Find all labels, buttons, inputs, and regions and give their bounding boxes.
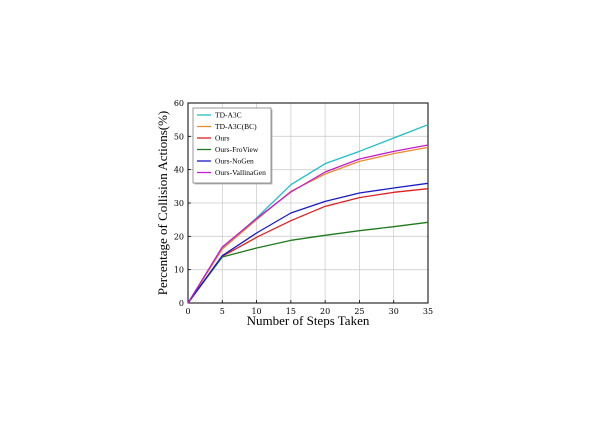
x-tick-label: 5 [220,307,225,316]
grid-lines [187,102,429,304]
y-tick-label: 40 [174,166,184,175]
legend-label-td-a3c-bc: TD-A3C(BC) [215,122,257,131]
x-axis-label: Number of Steps Taken [247,313,370,328]
y-tick-label: 50 [174,132,184,141]
legend-box [192,107,272,184]
series-line-ours-vallinagen [187,144,429,304]
series-line-ours [187,188,429,304]
y-tick-label: 30 [174,199,184,208]
x-tick-label: 30 [389,307,399,316]
legend-label-ours-nogen: Ours-NoGen [215,157,254,166]
x-tick-label: 20 [320,307,330,316]
y-axis-label: Percentage of Collision Actions(%) [155,111,170,296]
legend-label-ours-vallinagen: Ours-VallinaGen [215,168,266,177]
y-tick-label: 20 [174,232,184,241]
x-tick-label: 15 [286,307,296,316]
x-axis-ticks: 0 5 10 15 20 25 30 35 [185,300,433,316]
legend-label-ours-froview: Ours-FroView [215,145,259,154]
y-tick-label: 0 [179,299,184,308]
legend: TD-A3C TD-A3C(BC) Ours Ours-FroView Ours-NoG… [192,107,273,185]
y-tick-label: 10 [174,266,184,275]
legend-label-ours: Ours [215,134,230,143]
series-lines [187,124,429,304]
x-tick-label: 25 [354,307,364,316]
x-tick-label: 35 [423,307,433,316]
y-tick-label: 60 [174,99,184,108]
legend-label-td-a3c: TD-A3C [215,111,242,120]
y-axis-ticks: 0 10 20 30 40 50 60 [174,99,191,308]
x-tick-label: 0 [185,307,190,316]
series-line-ours-froview [187,221,429,304]
series-line-ours-nogen [187,182,429,304]
x-tick-label: 10 [251,307,261,316]
